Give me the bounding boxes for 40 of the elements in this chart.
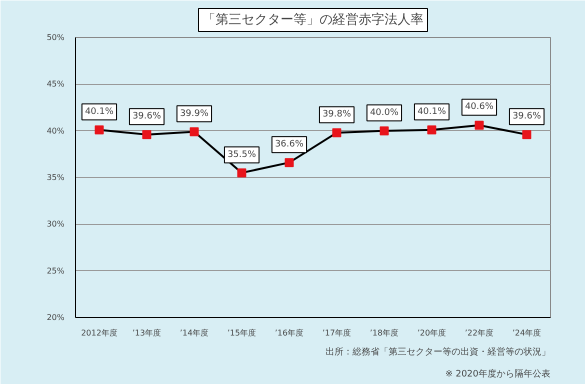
x-tick-label: ’20年度 xyxy=(417,328,446,338)
data-label: 39.9% xyxy=(180,108,209,119)
data-label: 39.6% xyxy=(512,112,542,122)
point xyxy=(284,158,294,168)
data-label: 35.5% xyxy=(227,150,256,160)
data-label: 40.1% xyxy=(417,106,446,117)
data-label: 39.6% xyxy=(132,112,162,122)
x-tick-label: ’13年度 xyxy=(132,328,162,338)
data-label: 40.0% xyxy=(370,108,399,118)
point xyxy=(522,130,532,140)
x-tick-label: ’14年度 xyxy=(180,328,209,338)
point xyxy=(474,120,484,130)
point xyxy=(190,127,199,136)
x-tick-label: ’22年度 xyxy=(464,328,494,338)
point xyxy=(427,125,436,134)
data-label: 39.8% xyxy=(322,110,352,120)
data-label: 40.1% xyxy=(84,106,114,117)
point xyxy=(237,168,246,178)
y-tick-label: 35% xyxy=(46,173,65,182)
x-tick-label: ’18年度 xyxy=(370,328,399,338)
x-tick-label: ’24年度 xyxy=(512,328,542,338)
y-tick-label: 50% xyxy=(46,33,65,42)
y-tick-label: 20% xyxy=(46,313,65,322)
y-tick-label: 25% xyxy=(46,266,65,276)
x-tick-label: ’16年度 xyxy=(274,328,304,338)
data-label: 36.6% xyxy=(274,140,304,150)
point xyxy=(142,130,152,140)
text: 出所：総務省「第三セクター等の出資・経営等の状況」 xyxy=(326,346,550,358)
chart-title: 「第三セクター等」の経営赤字法人率 xyxy=(202,12,424,28)
text: ※ 2020年度から隔年公表 xyxy=(445,368,551,380)
y-tick-label: 30% xyxy=(46,220,65,229)
x-tick-label: ’17年度 xyxy=(322,328,352,338)
point xyxy=(332,128,342,138)
point xyxy=(94,125,104,134)
data-label: 40.6% xyxy=(464,102,494,112)
y-tick-label: 40% xyxy=(46,126,65,136)
point xyxy=(380,126,389,136)
x-tick-label: 2012年度 xyxy=(81,328,118,338)
x-tick-label: ’15年度 xyxy=(227,328,256,338)
y-tick-label: 45% xyxy=(46,80,65,89)
